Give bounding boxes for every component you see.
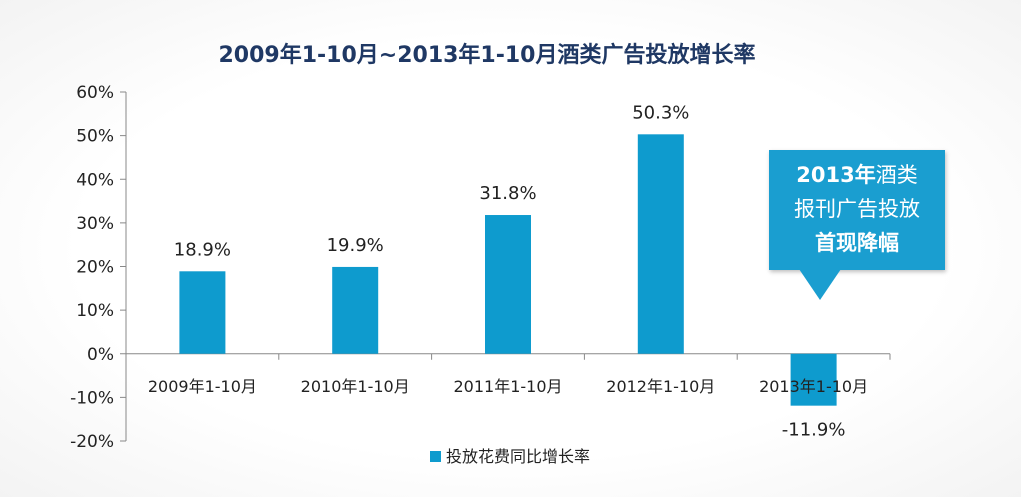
- y-tick-label: 50%: [76, 127, 114, 147]
- y-tick-label: 40%: [76, 170, 114, 190]
- legend-label: 投放花费同比增长率: [446, 447, 590, 466]
- x-tick-label: 2012年1-10月: [606, 377, 715, 396]
- x-tick-label: 2013年1-10月: [759, 377, 868, 396]
- bar: [332, 266, 379, 354]
- bar: [485, 215, 531, 354]
- x-tick-label: 2011年1-10月: [453, 377, 562, 396]
- y-tick-label: 0%: [87, 345, 114, 365]
- callout-pointer: [799, 269, 841, 300]
- x-tick-label: 2009年1-10月: [148, 377, 257, 396]
- y-tick-label: 10%: [76, 301, 114, 321]
- bar: [790, 353, 837, 406]
- callout-line-2: 报刊广告投放: [794, 197, 920, 221]
- legend-swatch: [430, 451, 441, 462]
- data-label: 18.9%: [174, 239, 231, 260]
- callout-line-3: 首现降幅: [815, 231, 899, 255]
- y-tick-label: -20%: [70, 432, 114, 452]
- annotation-callout: 2013年酒类 报刊广告投放 首现降幅: [769, 150, 945, 270]
- data-label: 19.9%: [327, 235, 384, 256]
- data-label: 31.8%: [479, 183, 536, 204]
- y-tick-label: -10%: [70, 388, 114, 408]
- data-label: 50.3%: [632, 102, 689, 123]
- y-tick-label: 30%: [76, 214, 114, 234]
- y-tick-label: 60%: [76, 83, 114, 103]
- callout-year: 2013年: [796, 163, 876, 187]
- chart-title: 2009年1-10月~2013年1-10月酒类广告投放增长率: [218, 42, 755, 68]
- bar: [637, 134, 684, 354]
- callout-line-1: 2013年酒类: [769, 158, 945, 192]
- x-tick-label: 2010年1-10月: [301, 377, 410, 396]
- y-tick-label: 20%: [76, 258, 114, 278]
- callout-line-1-rest: 酒类: [875, 163, 918, 187]
- bar: [179, 271, 226, 354]
- data-label: -11.9%: [782, 420, 846, 441]
